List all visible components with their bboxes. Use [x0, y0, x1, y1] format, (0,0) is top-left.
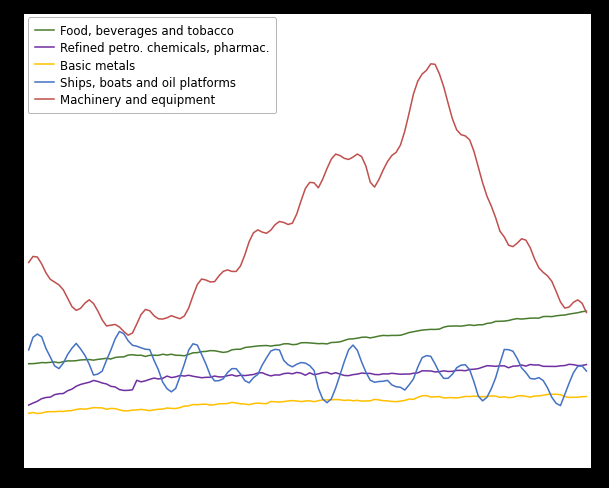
Refined petro. chemicals, pharmac.: [263, 372, 270, 378]
Food, beverages and tobacco: [535, 316, 543, 322]
Basic metals: [397, 398, 404, 404]
Basic metals: [552, 391, 560, 397]
Line: Basic metals: Basic metals: [29, 394, 586, 414]
Ships, boats and oil platforms: [397, 385, 404, 390]
Ships, boats and oil platforms: [440, 376, 448, 382]
Ships, boats and oil platforms: [319, 396, 326, 402]
Legend: Food, beverages and tobacco, Refined petro. chemicals, pharmac., Basic metals, S: Food, beverages and tobacco, Refined pet…: [28, 18, 276, 114]
Refined petro. chemicals, pharmac.: [583, 362, 590, 368]
Food, beverages and tobacco: [25, 361, 32, 367]
Machinery and equipment: [25, 260, 32, 266]
Refined petro. chemicals, pharmac.: [393, 371, 400, 377]
Machinery and equipment: [427, 62, 434, 68]
Machinery and equipment: [397, 142, 404, 148]
Ships, boats and oil platforms: [583, 368, 590, 374]
Ships, boats and oil platforms: [466, 367, 473, 373]
Basic metals: [319, 397, 326, 403]
Food, beverages and tobacco: [496, 319, 504, 325]
Ships, boats and oil platforms: [25, 347, 32, 353]
Basic metals: [583, 394, 590, 400]
Ships, boats and oil platforms: [557, 403, 564, 409]
Basic metals: [267, 399, 275, 405]
Line: Refined petro. chemicals, pharmac.: Refined petro. chemicals, pharmac.: [29, 365, 586, 405]
Machinery and equipment: [445, 101, 452, 107]
Basic metals: [181, 404, 188, 409]
Refined petro. chemicals, pharmac.: [436, 369, 443, 375]
Basic metals: [33, 411, 41, 417]
Machinery and equipment: [181, 313, 188, 319]
Food, beverages and tobacco: [328, 340, 335, 346]
Refined petro. chemicals, pharmac.: [566, 362, 573, 367]
Food, beverages and tobacco: [51, 359, 58, 365]
Line: Food, beverages and tobacco: Food, beverages and tobacco: [29, 311, 586, 364]
Machinery and equipment: [470, 149, 477, 155]
Machinery and equipment: [124, 332, 132, 338]
Machinery and equipment: [319, 177, 326, 183]
Basic metals: [440, 395, 448, 401]
Ships, boats and oil platforms: [267, 348, 275, 354]
Refined petro. chemicals, pharmac.: [177, 373, 184, 379]
Ships, boats and oil platforms: [116, 329, 123, 335]
Machinery and equipment: [583, 310, 590, 316]
Food, beverages and tobacco: [583, 308, 590, 314]
Food, beverages and tobacco: [423, 327, 430, 333]
Refined petro. chemicals, pharmac.: [25, 402, 32, 408]
Line: Ships, boats and oil platforms: Ships, boats and oil platforms: [29, 332, 586, 406]
Food, beverages and tobacco: [513, 316, 521, 322]
Refined petro. chemicals, pharmac.: [462, 368, 469, 374]
Basic metals: [25, 410, 32, 416]
Ships, boats and oil platforms: [181, 362, 188, 367]
Refined petro. chemicals, pharmac.: [315, 371, 322, 377]
Machinery and equipment: [267, 228, 275, 234]
Basic metals: [466, 394, 473, 400]
Line: Machinery and equipment: Machinery and equipment: [29, 65, 586, 335]
